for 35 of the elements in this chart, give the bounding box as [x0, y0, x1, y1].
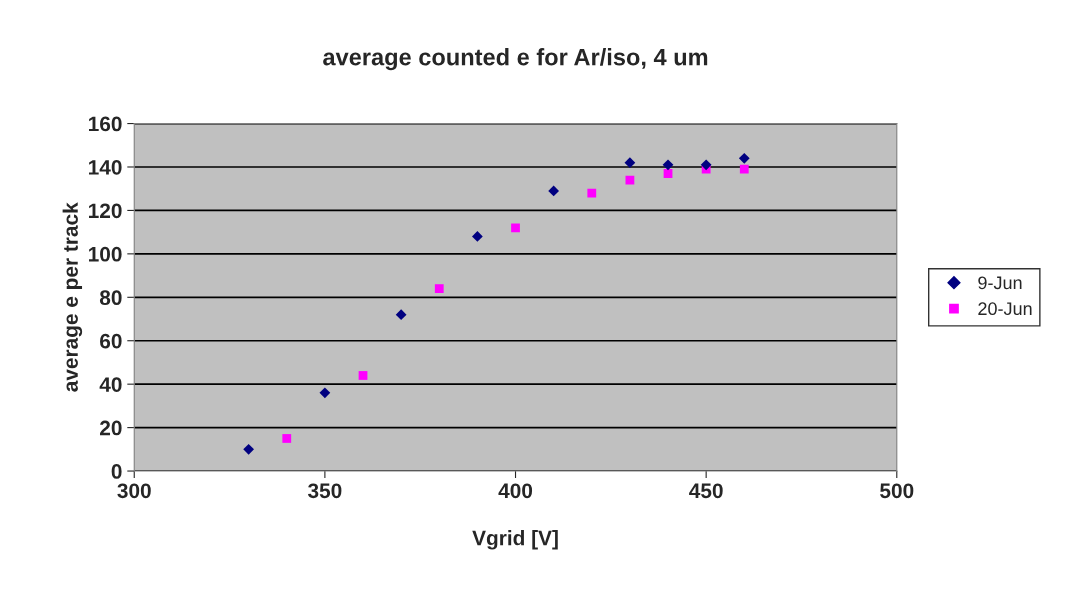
x-tick-label: 450 [689, 483, 723, 499]
point [395, 309, 407, 321]
point [548, 185, 560, 197]
point [663, 169, 673, 178]
point [587, 188, 597, 198]
x-tick-label: 400 [498, 483, 533, 499]
y-tick-label: 20 [100, 420, 122, 436]
legend-label: 20-Jun [978, 302, 1032, 316]
point [472, 231, 483, 242]
point [282, 434, 292, 443]
point [358, 371, 368, 380]
point [739, 164, 749, 174]
y-tick-label: 80 [99, 290, 122, 306]
y-axis-title: average e per track [62, 202, 83, 392]
y-tick-label: 160 [89, 116, 122, 132]
point [700, 159, 712, 171]
x-tick-label: 300 [117, 483, 151, 499]
point [319, 387, 331, 399]
y-tick-label: 120 [89, 203, 122, 219]
point [662, 159, 674, 171]
point [511, 223, 520, 233]
legend-label: 9-Jun [978, 276, 1022, 290]
point [243, 443, 255, 455]
x-axis-title: Vgrid [V] [472, 530, 558, 550]
y-tick-label: 60 [100, 333, 122, 349]
y-tick-label: 140 [89, 159, 122, 175]
point [738, 152, 750, 164]
y-tick-label: 40 [99, 377, 122, 392]
point [434, 284, 444, 293]
y-tick-label: 100 [89, 246, 122, 262]
x-tick-label: 500 [880, 483, 914, 499]
x-tick-label: 350 [307, 483, 342, 499]
chart-title: average counted e for Ar/iso, 4 um [323, 48, 708, 71]
y-tick-label: 0 [111, 464, 122, 479]
point [624, 157, 636, 169]
